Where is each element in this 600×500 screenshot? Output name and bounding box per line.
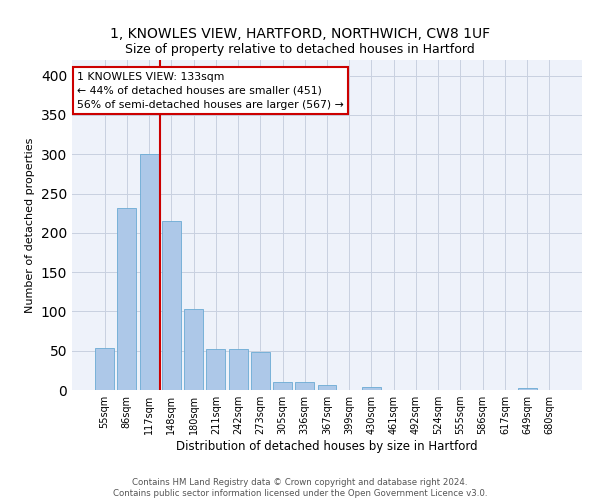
Bar bbox=[184, 309, 203, 390]
Bar bbox=[518, 388, 536, 390]
Y-axis label: Number of detached properties: Number of detached properties bbox=[25, 138, 35, 312]
Bar bbox=[162, 221, 181, 390]
Bar bbox=[251, 352, 270, 390]
Bar bbox=[317, 386, 337, 390]
Text: 1 KNOWLES VIEW: 133sqm
← 44% of detached houses are smaller (451)
56% of semi-de: 1 KNOWLES VIEW: 133sqm ← 44% of detached… bbox=[77, 72, 344, 110]
Bar bbox=[362, 387, 381, 390]
Text: Size of property relative to detached houses in Hartford: Size of property relative to detached ho… bbox=[125, 42, 475, 56]
Bar bbox=[140, 154, 158, 390]
Bar bbox=[295, 382, 314, 390]
Text: 1, KNOWLES VIEW, HARTFORD, NORTHWICH, CW8 1UF: 1, KNOWLES VIEW, HARTFORD, NORTHWICH, CW… bbox=[110, 28, 490, 42]
Bar bbox=[229, 349, 248, 390]
X-axis label: Distribution of detached houses by size in Hartford: Distribution of detached houses by size … bbox=[176, 440, 478, 453]
Bar bbox=[95, 348, 114, 390]
Bar bbox=[118, 208, 136, 390]
Bar bbox=[273, 382, 292, 390]
Text: Contains HM Land Registry data © Crown copyright and database right 2024.
Contai: Contains HM Land Registry data © Crown c… bbox=[113, 478, 487, 498]
Bar bbox=[206, 349, 225, 390]
